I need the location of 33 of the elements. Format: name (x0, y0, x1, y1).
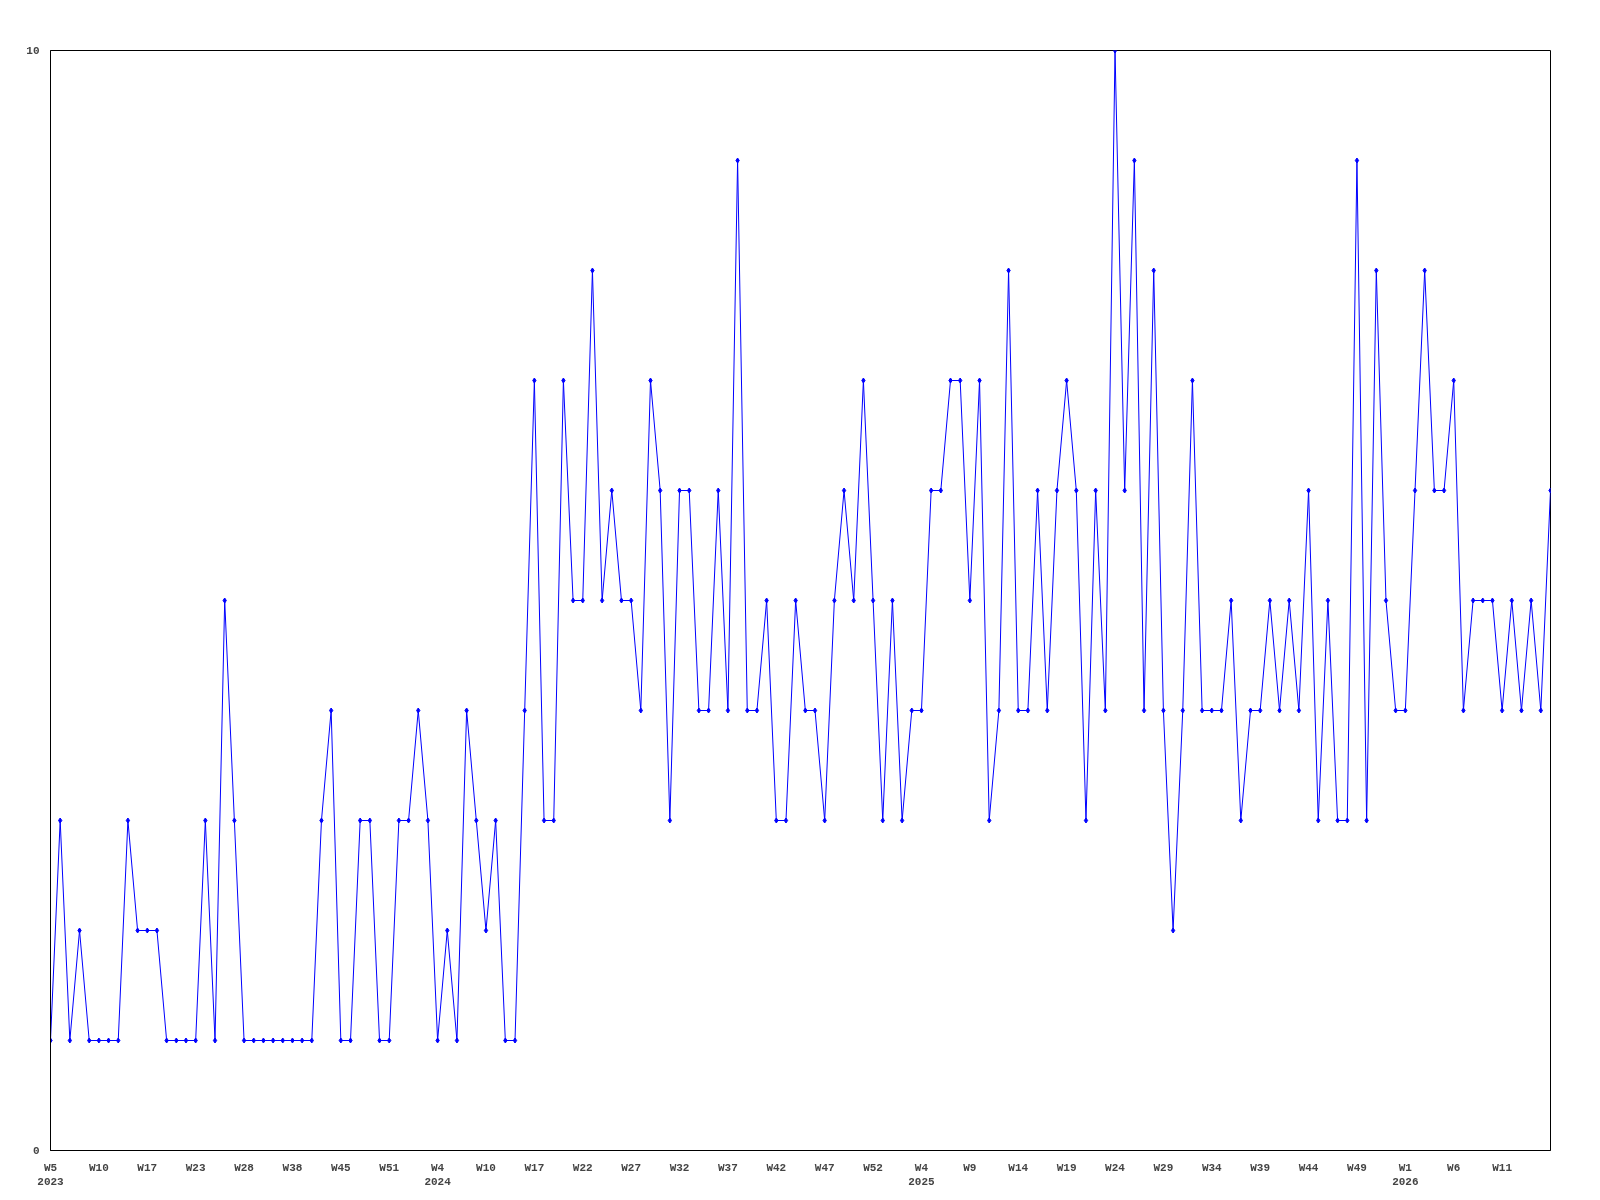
x-tick-label: W45 (330, 1161, 352, 1174)
x-tick-label: W4 2025 (908, 1161, 936, 1188)
x-tick-label: W37 (718, 1161, 738, 1174)
x-tick-label: W22 (572, 1161, 593, 1174)
x-tick-label: W10 (88, 1161, 109, 1174)
x-tick-label: W10 (476, 1161, 496, 1174)
x-tick-label: W38 (282, 1161, 303, 1174)
x-tick-label: W39 (1250, 1161, 1271, 1174)
x-tick-label: W28 (234, 1161, 255, 1174)
x-tick-label: W51 (379, 1161, 400, 1174)
x-tick-label: W47 (814, 1161, 835, 1174)
x-tick-label: W14 (1008, 1161, 1029, 1174)
x-tick-label: W49 (1347, 1161, 1367, 1174)
x-tick-label: W5 2023 (37, 1161, 65, 1188)
x-tick-label: W32 (669, 1161, 690, 1174)
x-tick-label: W29 (1153, 1161, 1174, 1174)
y-tick-label: 0 (32, 1145, 40, 1157)
x-tick-label: W24 (1105, 1161, 1126, 1174)
x-tick-label: W19 (1056, 1161, 1077, 1174)
x-tick-label: W52 (863, 1161, 883, 1174)
x-tick-label: W4 2024 (424, 1161, 452, 1188)
x-tick-label: W34 (1201, 1161, 1223, 1174)
x-tick-label: W11 (1492, 1161, 1513, 1174)
x-tick-label: W1 2026 (1392, 1161, 1419, 1188)
x-tick-label: W9 (963, 1161, 977, 1174)
x-tick-label: W44 (1298, 1161, 1319, 1174)
x-tick-label: W17 (524, 1161, 545, 1174)
x-tick-label: W17 (137, 1161, 158, 1174)
x-tick-label: W27 (621, 1161, 642, 1174)
x-tick-label: W42 (766, 1161, 787, 1174)
x-tick-label: W23 (185, 1161, 206, 1174)
y-tick-label: 10 (26, 45, 40, 57)
x-tick-label: W6 (1447, 1161, 1461, 1174)
